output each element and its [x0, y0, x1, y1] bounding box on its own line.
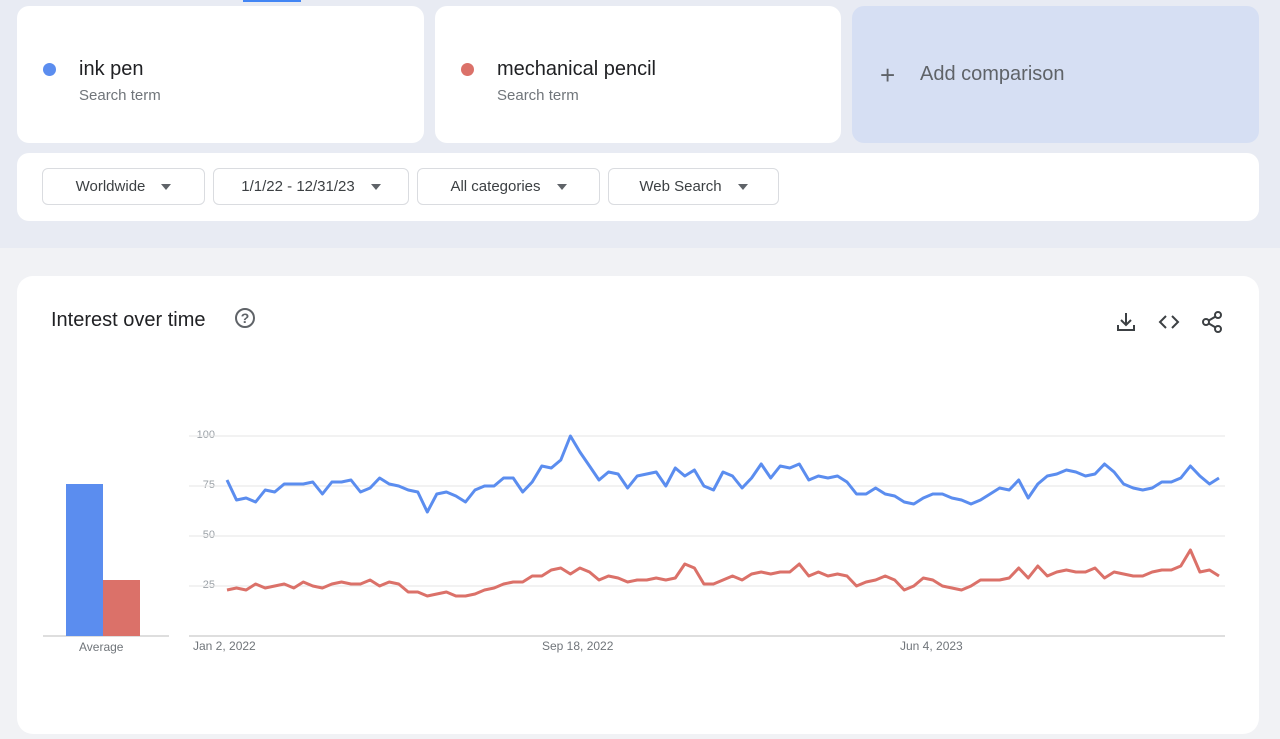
y-tick-label: 25	[202, 579, 215, 591]
region-value: Worldwide	[75, 178, 146, 195]
category-value: All categories	[450, 178, 541, 195]
term-card-ink-pen[interactable]: ink pen Search term	[17, 6, 424, 143]
x-tick-label: Jun 4, 2023	[900, 639, 963, 653]
y-tick-label: 75	[202, 479, 215, 491]
share-icon[interactable]	[1200, 310, 1224, 334]
interest-chart[interactable]	[17, 276, 1259, 734]
dropdown-arrow-icon	[370, 183, 381, 190]
term-type: Search term	[497, 87, 579, 104]
dropdown-arrow-icon	[161, 183, 172, 190]
search-type-value: Web Search	[639, 178, 722, 195]
active-tab-indicator	[243, 0, 301, 2]
plus-icon: +	[880, 59, 896, 90]
x-tick-label: Jan 2, 2022	[193, 639, 256, 653]
term-type: Search term	[79, 87, 161, 104]
panel-title: Interest over time	[51, 309, 206, 331]
series-line-mechanical-pencil	[226, 548, 1220, 598]
average-bar-ink-pen	[66, 484, 103, 636]
average-label: Average	[79, 640, 124, 654]
category-dropdown[interactable]: All categories	[417, 168, 600, 205]
add-comparison-label: Add comparison	[920, 63, 1065, 85]
help-circle-icon[interactable]: ?	[235, 308, 255, 328]
dropdown-arrow-icon	[737, 183, 748, 190]
series-color-dot	[43, 63, 56, 76]
term-name: ink pen	[79, 58, 144, 80]
series-line-ink-pen	[225, 434, 1220, 514]
region-dropdown[interactable]: Worldwide	[42, 168, 205, 205]
date-range-dropdown[interactable]: 1/1/22 - 12/31/23	[213, 168, 409, 205]
y-tick-label: 100	[196, 429, 215, 441]
average-bar-mechanical-pencil	[103, 580, 140, 636]
dropdown-arrow-icon	[556, 183, 567, 190]
term-name: mechanical pencil	[497, 58, 656, 80]
interest-over-time-panel: Interest over time ? 100 75 50 25 Jan 2,…	[17, 276, 1259, 734]
search-type-dropdown[interactable]: Web Search	[608, 168, 779, 205]
add-comparison-button[interactable]: + Add comparison	[852, 6, 1259, 143]
y-tick-label: 50	[202, 529, 215, 541]
series-color-dot	[461, 63, 474, 76]
filter-bar: Worldwide 1/1/22 - 12/31/23 All categori…	[17, 153, 1259, 221]
embed-code-icon[interactable]	[1157, 310, 1181, 334]
x-tick-label: Sep 18, 2022	[542, 639, 614, 653]
date-range-value: 1/1/22 - 12/31/23	[241, 178, 355, 195]
term-card-mechanical-pencil[interactable]: mechanical pencil Search term	[435, 6, 841, 143]
download-icon[interactable]	[1114, 310, 1138, 334]
